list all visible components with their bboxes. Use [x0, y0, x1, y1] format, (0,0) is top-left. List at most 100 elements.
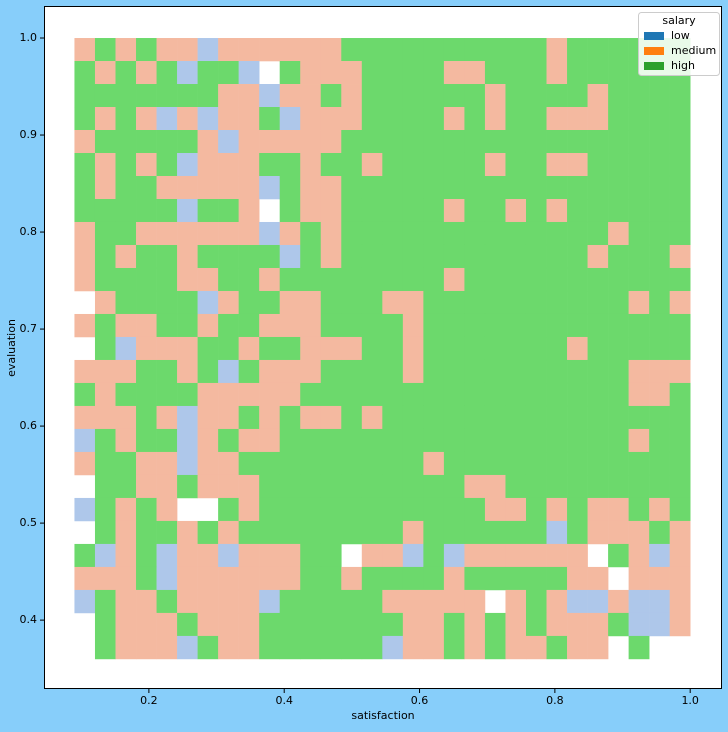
cell: [156, 612, 178, 637]
cell: [300, 267, 322, 292]
cell: [320, 451, 342, 476]
cell: [361, 244, 383, 269]
cell: [567, 244, 588, 269]
cell: [505, 405, 527, 430]
cell: [464, 267, 486, 292]
cell: [238, 152, 260, 177]
cell: [382, 497, 404, 522]
cell: [505, 290, 527, 315]
cell: [567, 451, 588, 476]
cells: [74, 38, 691, 660]
cell: [505, 198, 527, 223]
cell: [115, 566, 137, 591]
cell: [218, 589, 239, 614]
cell: [484, 38, 506, 62]
cell: [341, 497, 363, 522]
cell: [115, 290, 137, 315]
cell: [115, 61, 137, 85]
cell: [94, 38, 116, 62]
cell: [587, 61, 609, 85]
cell: [546, 520, 568, 545]
cell: [628, 635, 650, 660]
cell: [115, 474, 137, 499]
cell: [628, 543, 650, 568]
cell: [628, 198, 650, 223]
cell: [587, 428, 609, 453]
cell: [279, 359, 301, 384]
cell: [649, 244, 670, 269]
cell: [587, 336, 609, 361]
cell: [649, 84, 670, 108]
cell: [94, 543, 116, 568]
cell: [361, 382, 383, 407]
cell: [649, 382, 670, 407]
cell: [669, 428, 691, 453]
cell: [443, 566, 465, 591]
cell: [525, 336, 547, 361]
cell: [382, 382, 404, 407]
cell: [608, 84, 629, 108]
cell: [525, 382, 547, 407]
cell: [567, 198, 588, 223]
cell: [177, 313, 198, 338]
cell: [197, 244, 219, 269]
cell: [587, 405, 609, 430]
cell: [361, 221, 383, 246]
cell: [587, 612, 609, 637]
cell: [136, 359, 157, 384]
cell: [505, 267, 527, 292]
cell: [505, 38, 527, 62]
cell: [300, 497, 322, 522]
cell: [94, 336, 116, 361]
cell: [177, 152, 198, 177]
cell: [115, 84, 137, 108]
cell: [505, 612, 527, 637]
y-tick-label: 0.6: [20, 419, 38, 432]
cell: [587, 589, 609, 614]
cell: [484, 474, 506, 499]
cell: [320, 152, 342, 177]
cell: [218, 612, 239, 637]
x-tick-label: 1.0: [681, 694, 699, 707]
cell: [546, 130, 568, 154]
cell: [341, 359, 363, 384]
cell: [177, 107, 198, 131]
cell: [94, 267, 116, 292]
cell: [628, 336, 650, 361]
cell: [525, 635, 547, 660]
cell: [197, 38, 219, 62]
cell: [136, 405, 157, 430]
cell: [177, 130, 198, 154]
cell: [382, 244, 404, 269]
cell: [94, 589, 116, 614]
cell: [546, 474, 568, 499]
cell: [115, 175, 137, 200]
cell: [341, 635, 363, 660]
cell: [382, 313, 404, 338]
cell: [300, 428, 322, 453]
cell: [669, 152, 691, 177]
cell: [259, 221, 280, 246]
cell: [115, 359, 137, 384]
cell: [382, 428, 404, 453]
cell: [94, 313, 116, 338]
cell: [94, 221, 116, 246]
cell: [546, 313, 568, 338]
cell: [443, 152, 465, 177]
cell: [587, 497, 609, 522]
cell: [279, 290, 301, 315]
cell: [361, 405, 383, 430]
cell: [464, 405, 486, 430]
cell: [423, 175, 445, 200]
cell: [443, 107, 465, 131]
cell: [649, 313, 670, 338]
cell: [320, 290, 342, 315]
cell: [94, 359, 116, 384]
cell: [197, 566, 219, 591]
cell: [218, 221, 239, 246]
cell: [382, 107, 404, 131]
cell: [402, 38, 424, 62]
cell: [443, 290, 465, 315]
cell: [567, 267, 588, 292]
cell: [197, 428, 219, 453]
